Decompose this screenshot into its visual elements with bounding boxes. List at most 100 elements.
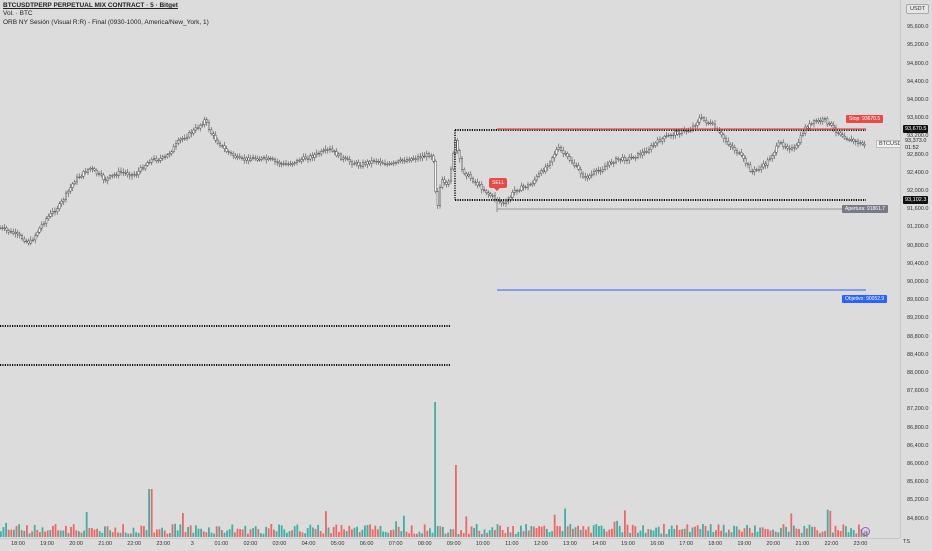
candle-body	[113, 174, 116, 176]
time-tick-label: 22:00	[127, 541, 142, 547]
volume-bar-down	[52, 525, 54, 537]
event-marker-icon[interactable]: ◎	[861, 527, 870, 536]
currency-button[interactable]: USDT	[906, 4, 929, 14]
volume-bar-down	[741, 531, 743, 537]
volume-bar-up	[429, 528, 431, 537]
candle-body	[97, 173, 100, 175]
time-tick-label: 20:00	[69, 541, 83, 547]
volume-legend[interactable]: Vol. · BTC	[3, 10, 33, 17]
time-axis[interactable]: 18:00 19:00 20:00 21:00 22:00 23:00 3 01:00 02:0…	[0, 538, 900, 551]
candle-body	[414, 158, 417, 160]
symbol-title[interactable]: BTCUSDTPERP PERPETUAL MIX CONTRACT · 5 ·…	[3, 2, 178, 9]
price-tick-label: 87,200.0	[907, 406, 929, 413]
candle-body	[755, 169, 758, 171]
candle-body	[78, 176, 81, 179]
volume-bar-down	[504, 533, 507, 537]
indicator-legend[interactable]: ORB NY Sesión (Visual R:R) - Final (0930…	[3, 19, 209, 26]
volume-bar-down	[270, 524, 273, 537]
candle-body	[846, 138, 849, 140]
volume-bar-down	[821, 531, 824, 537]
volume-bar-down	[397, 526, 400, 537]
candle-body	[214, 134, 217, 141]
time-tick-label: 23:00	[853, 541, 868, 547]
timezone-button[interactable]: TS	[903, 539, 911, 545]
volume-bar-down	[205, 532, 208, 537]
candle-body	[553, 154, 556, 158]
volume-bar-down	[501, 529, 504, 537]
volume-bar-down	[348, 525, 351, 537]
candle-body	[199, 124, 202, 129]
candle-body	[555, 149, 558, 155]
volume-bar-down	[543, 525, 546, 537]
price-tick-label: 93,200.0	[907, 133, 929, 140]
candle-body	[128, 174, 131, 177]
candle-body	[824, 118, 827, 120]
candle-body	[830, 122, 833, 126]
volume-bar-down	[738, 529, 741, 537]
candle-body	[373, 160, 376, 162]
volume-bar-down	[416, 533, 418, 537]
price-tick-label: 94,800.0	[907, 60, 929, 67]
volume-bar-down	[795, 528, 798, 537]
candle-body	[610, 161, 613, 164]
volume-bar-up	[509, 532, 512, 537]
candle-body	[324, 149, 327, 151]
volume-bar-up	[179, 524, 182, 537]
volume-bar-down	[215, 526, 218, 537]
candle-body	[351, 161, 354, 165]
volume-bar-up	[403, 515, 405, 537]
candle-body	[535, 176, 538, 181]
chart-area[interactable]: BTCUSDTPERP PERPETUAL MIX CONTRACT · 5 ·…	[0, 0, 913, 538]
volume-bar-down	[65, 525, 67, 537]
candle-body	[370, 160, 373, 164]
candle-body	[773, 151, 776, 156]
candle-body	[263, 157, 266, 159]
sell-signal: SELL	[489, 178, 508, 188]
volume-bar-up	[226, 530, 228, 537]
volume-bar-up	[592, 525, 595, 537]
candle-body	[841, 134, 844, 137]
candle-body	[205, 119, 208, 123]
volume-bar-down	[631, 524, 634, 537]
candle-body	[93, 168, 96, 171]
volume-bar-down	[748, 527, 751, 537]
volume-bar-up	[735, 526, 738, 537]
price-axis[interactable]: 96,000.095,600.095,200.094,800.094,400.0…	[900, 0, 932, 538]
candle-body	[267, 157, 270, 160]
price-tick-label: 92,000.0	[907, 188, 929, 194]
candle-body	[397, 160, 400, 163]
candle-body	[630, 156, 633, 159]
price-chart[interactable]	[0, 0, 900, 538]
candle-body	[667, 134, 670, 137]
candle-body	[141, 167, 144, 170]
candle-body	[722, 134, 725, 139]
volume-bar-up	[442, 526, 444, 537]
volume-bar-down	[439, 526, 442, 537]
candle-body	[819, 120, 822, 122]
volume-bar-up	[23, 530, 26, 537]
time-tick-label: 20:00	[766, 541, 781, 547]
volume-bar-down	[533, 526, 535, 537]
candle-body	[256, 158, 259, 161]
candle-body	[194, 127, 197, 131]
candle-body	[663, 136, 666, 140]
volume-bar-up	[618, 525, 621, 537]
volume-bar-up	[127, 533, 130, 537]
price-tick-label: 86,000.0	[907, 461, 929, 467]
volume-bar-up	[18, 524, 20, 537]
candle-body	[782, 142, 785, 147]
candle-body	[513, 189, 516, 193]
volume-bar-down	[452, 529, 455, 537]
price-tick-label: 90,000.0	[907, 279, 929, 285]
price-tick-label: 89,200.0	[907, 315, 929, 322]
volume-bar-down	[15, 525, 18, 537]
candle-body	[736, 150, 739, 154]
volume-bar-up	[13, 529, 15, 537]
candle-body	[216, 139, 219, 144]
candle-body	[377, 161, 380, 163]
candle-body	[331, 148, 334, 152]
time-tick-label: 01:00	[214, 541, 229, 547]
candle-body	[566, 153, 569, 157]
volume-bar-up	[400, 531, 403, 537]
candle-body	[12, 231, 15, 234]
